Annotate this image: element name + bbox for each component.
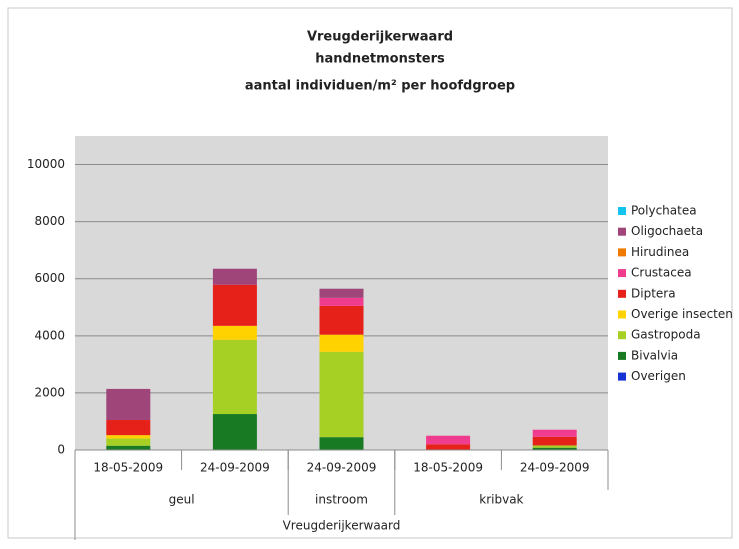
legend-swatch — [618, 310, 626, 319]
group-label: instroom — [315, 493, 368, 507]
legend-swatch — [618, 289, 626, 298]
x-tick-label: 24-09-2009 — [307, 461, 377, 475]
legend-label: Oligochaeta — [631, 224, 703, 238]
x-tick-label: 18-05-2009 — [93, 461, 163, 475]
legend-swatch — [618, 372, 626, 381]
bar-segment — [319, 305, 364, 335]
bar-segment — [212, 325, 257, 340]
legend-label: Crustacea — [631, 266, 692, 280]
bar-segment — [319, 288, 364, 298]
bar-segment — [319, 351, 364, 438]
legend-swatch — [618, 207, 626, 215]
bar-segment — [212, 268, 257, 285]
y-tick-label: 4000 — [34, 328, 65, 342]
bar-segment — [426, 444, 471, 450]
chart-title: handnetmonsters — [315, 52, 445, 67]
bar-segment — [319, 437, 364, 450]
chart-title: aantal individuen/m² per hoofdgroep — [245, 79, 515, 94]
bar-segment — [212, 414, 257, 450]
chart-title: Vreugderijkerwaard — [307, 30, 453, 45]
x-tick-label: 24-09-2009 — [200, 461, 270, 475]
bar-segment — [106, 445, 151, 450]
group-label: geul — [169, 493, 195, 507]
bar-segment — [532, 445, 577, 448]
y-tick-label: 10000 — [27, 157, 65, 171]
bar-segment — [212, 339, 257, 415]
bar-segment — [212, 284, 257, 326]
bar-segment — [319, 297, 364, 306]
x-tick-label: 18-05-2009 — [413, 461, 483, 475]
y-tick-label: 6000 — [34, 271, 65, 285]
legend-swatch — [618, 269, 626, 278]
outer-group-label: Vreugderijkerwaard — [283, 519, 401, 533]
legend-swatch — [618, 227, 626, 236]
bar-segment — [106, 420, 151, 436]
y-tick-label: 2000 — [34, 385, 65, 399]
legend-label: Hirudinea — [631, 245, 689, 259]
bar-segment — [106, 438, 151, 446]
group-label: kribvak — [479, 493, 523, 507]
legend-swatch — [618, 351, 626, 360]
bar-segment — [319, 334, 364, 352]
y-tick-label: 0 — [57, 443, 65, 457]
x-tick-label: 24-09-2009 — [520, 461, 590, 475]
y-tick-label: 8000 — [34, 214, 65, 228]
legend-label: Bivalvia — [631, 348, 678, 362]
legend-swatch — [618, 248, 626, 257]
legend-label: Diptera — [631, 286, 676, 300]
bar-segment — [426, 435, 471, 445]
bar-segment — [106, 435, 151, 439]
legend-label: Gastropoda — [631, 328, 701, 342]
legend-label: Polychatea — [631, 204, 697, 218]
bar-segment — [532, 447, 577, 450]
legend-label: Overige insecten — [631, 307, 733, 321]
legend-swatch — [618, 331, 626, 340]
bar-segment — [106, 388, 151, 421]
bar-segment — [532, 436, 577, 446]
legend-label: Overigen — [631, 369, 686, 383]
bar-segment — [532, 429, 577, 437]
